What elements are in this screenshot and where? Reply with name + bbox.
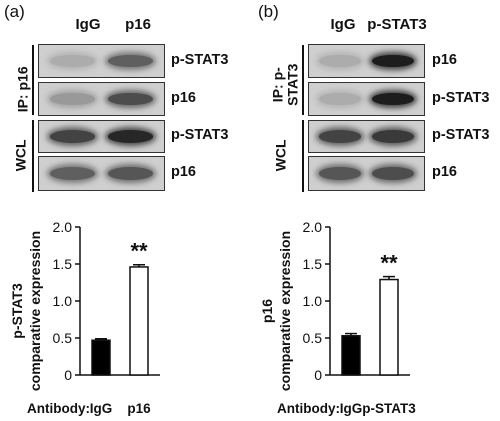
blot-label: p-STAT3 — [171, 127, 229, 143]
lane-header-p16: p16 — [125, 16, 151, 33]
wcl-bracket — [32, 120, 34, 192]
bar-chart-a: 0 0.5 1.0 1.5 2.0 p-STAT3 comparative expressi… — [9, 219, 160, 416]
antibody-prefix: Antibody: — [27, 401, 90, 416]
y-axis-label: comparative expression — [277, 231, 293, 391]
y-tick-label: 0.5 — [303, 330, 323, 346]
x-tick-label: IgG — [340, 401, 363, 416]
wcl-label: WCL — [12, 139, 29, 172]
blot-band — [372, 92, 414, 106]
blot-label: p16 — [432, 164, 457, 180]
western-blot-strip — [308, 120, 425, 153]
blot-band — [319, 130, 361, 143]
western-blot-strip — [38, 44, 165, 78]
y-tick-label: 2.0 — [53, 219, 73, 235]
ip-label: IP: p16 — [14, 66, 31, 113]
blot-band — [319, 92, 361, 106]
bar — [129, 266, 149, 376]
blot-band — [107, 92, 153, 106]
lane-header-p-stat3: p-STAT3 — [367, 16, 427, 33]
y-tick-label: 1.0 — [303, 293, 323, 309]
blot-band — [372, 54, 414, 68]
bar — [379, 278, 399, 376]
antibody-prefix: Antibody: — [277, 401, 340, 416]
y-tick-label: 1.5 — [303, 256, 323, 272]
blot-label: p16 — [432, 52, 457, 68]
blot-band — [372, 130, 414, 143]
blot-band — [50, 130, 96, 143]
bar-chart-b: 0 0.5 1.0 1.5 2.0 p16 comparative expression **… — [259, 219, 416, 416]
y-tick-label: 1.5 — [53, 256, 73, 272]
blot-label: p-STAT3 — [171, 52, 229, 68]
y-tick-label: 0 — [314, 367, 322, 383]
lane-header-igg: IgG — [75, 16, 101, 33]
blot-band — [107, 54, 153, 68]
blot-label: p16 — [171, 164, 196, 180]
western-blot-strip — [308, 44, 425, 78]
y-axis-label: p-STAT3 — [9, 283, 25, 339]
blot-band — [107, 130, 153, 143]
western-blot-strip — [38, 82, 165, 116]
ip-bracket — [32, 45, 34, 115]
wcl-label: WCL — [272, 139, 289, 172]
lane-header-igg: IgG — [330, 16, 356, 33]
x-tick-label: p-STAT3 — [362, 401, 416, 416]
wcl-bracket — [302, 120, 304, 192]
panel-a-label: (a) — [4, 2, 25, 21]
significance-marker: ** — [380, 251, 398, 276]
ip-bracket — [302, 45, 304, 115]
y-tick-label: 1.0 — [53, 293, 73, 309]
y-tick-label: 0 — [64, 367, 72, 383]
blot-band — [319, 166, 361, 181]
blot-label: p-STAT3 — [432, 127, 490, 143]
western-blot-strip — [38, 120, 165, 153]
blot-band — [372, 166, 414, 181]
y-tick-label: 0.5 — [53, 330, 73, 346]
significance-marker: ** — [130, 239, 148, 264]
western-blot-strip — [38, 156, 165, 191]
blot-label: p-STAT3 — [432, 90, 490, 106]
blot-band — [50, 92, 96, 106]
ip-label: IP: p- STAT3 — [269, 63, 300, 106]
panel-b-label: (b) — [258, 2, 279, 21]
blot-band — [319, 54, 361, 68]
y-axis-label: p16 — [259, 299, 275, 323]
x-tick-label: IgG — [90, 401, 113, 416]
blot-band — [50, 54, 96, 68]
y-tick-label: 2.0 — [303, 219, 323, 235]
bar — [91, 339, 111, 376]
y-axis-label: comparative expression — [27, 231, 43, 391]
western-blot-strip — [308, 82, 425, 116]
blot-band — [50, 166, 96, 181]
blot-label: p16 — [171, 90, 196, 106]
western-blot-strip — [308, 156, 425, 191]
bar — [341, 335, 361, 376]
x-tick-label: p16 — [127, 401, 151, 416]
blot-band — [107, 166, 153, 181]
